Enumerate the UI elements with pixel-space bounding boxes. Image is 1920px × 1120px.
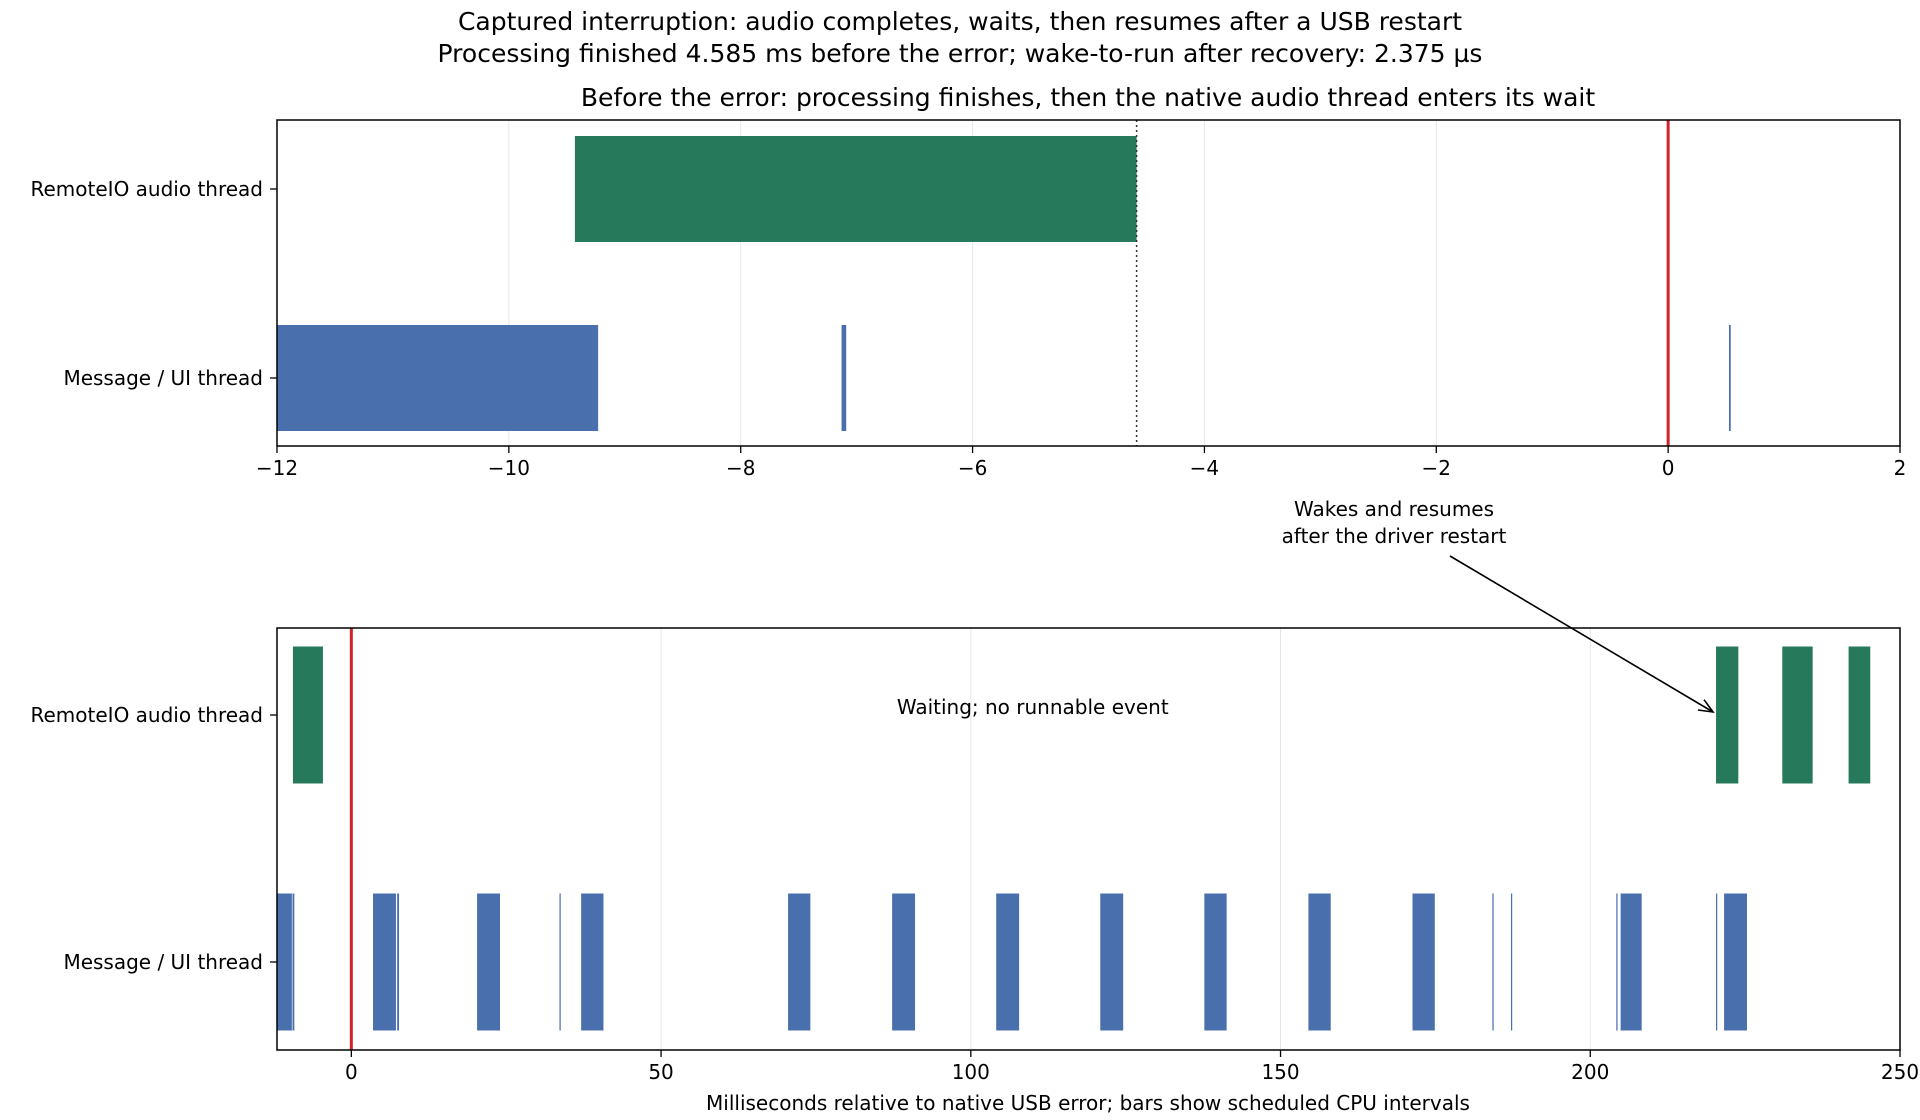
top-axes-frame [276,119,1901,447]
y-row-label: RemoteIO audio thread [31,703,264,727]
bottom-annotations: Waiting; no runnable event Wakes and res… [897,497,1715,719]
x-tick-label: −6 [958,456,987,480]
figure-title: Captured interruption: audio completes, … [438,7,1483,68]
ui-interval-bar [581,893,604,1031]
x-tick-label: −8 [726,456,755,480]
x-tick-label: 100 [952,1060,990,1084]
figure-title-line1: Captured interruption: audio completes, … [458,7,1462,36]
annotation-arrow-shaft [1449,555,1714,713]
bottom-bars [277,646,1871,1031]
ui-interval-bar [292,893,295,1031]
ui-interval-bar [559,893,561,1031]
ui-interval-bar [1412,893,1435,1031]
ui-interval-bar [397,893,400,1031]
ui-interval-bar [841,325,847,431]
ui-interval-bar [788,893,811,1031]
ui-interval-bar [1716,893,1718,1031]
audio-interval-bar [1848,646,1871,784]
x-tick-label: 50 [648,1060,673,1084]
x-tick-label: 0 [1662,456,1675,480]
bottom-x-axis-label: Milliseconds relative to native USB erro… [706,1091,1470,1115]
top-panel: −12 −10 −8 −6 −4 −2 0 2 RemoteIO audio thread Me… [31,83,1907,480]
ui-interval-bar [477,893,501,1031]
ui-interval-bar [1100,893,1124,1031]
x-tick-label: −10 [488,456,530,480]
x-tick-label: 0 [345,1060,358,1084]
audio-interval-bar [1716,646,1739,784]
audio-interval-bar [1782,646,1813,784]
ui-interval-bar [277,893,292,1031]
ui-interval-bar [1724,893,1747,1031]
annotation-arrow-head [1697,699,1715,714]
ui-interval-bar [996,893,1020,1031]
top-panel-title: Before the error: processing finishes, t… [581,83,1596,112]
annotation-waiting: Waiting; no runnable event [897,695,1169,719]
ui-interval-bar [1620,893,1642,1031]
x-tick-label: −12 [256,456,298,480]
top-vlines [1135,120,1670,446]
audio-interval-bar [292,646,323,784]
x-tick-label: 250 [1881,1060,1919,1084]
x-tick-label: 150 [1261,1060,1299,1084]
annotation-wakes-line2: after the driver restart [1282,524,1507,548]
ui-interval-bar [1616,893,1618,1031]
y-row-label: RemoteIO audio thread [31,177,264,201]
ui-interval-bar [277,325,599,431]
bottom-panel: 0 50 100 150 200 250 RemoteIO audio thread Mes… [31,497,1920,1115]
bottom-x-ticks: 0 50 100 150 200 250 [345,1050,1919,1084]
audio-interval-bar [574,136,1137,242]
x-tick-label: 2 [1894,456,1907,480]
ui-interval-bar [1204,893,1227,1031]
ui-interval-bar [1510,893,1513,1031]
ui-interval-bar [1729,325,1731,431]
ui-interval-bar [1492,893,1494,1031]
y-row-label: Message / UI thread [63,950,263,974]
x-tick-label: 200 [1571,1060,1609,1084]
x-tick-label: −2 [1422,456,1451,480]
ui-interval-bar [892,893,916,1031]
top-x-ticks: −12 −10 −8 −6 −4 −2 0 2 [256,446,1906,480]
top-bars [277,136,1731,431]
ui-interval-bar [1308,893,1331,1031]
figure-title-line2: Processing finished 4.585 ms before the … [438,39,1483,68]
x-tick-label: −4 [1190,456,1219,480]
annotation-wakes-line1: Wakes and resumes [1294,497,1494,521]
ui-interval-bar [373,893,396,1031]
bottom-y-labels: RemoteIO audio thread Message / UI thread [31,703,277,974]
bottom-axes-frame [276,627,1901,1051]
annotation-arrow [1449,555,1715,714]
y-row-label: Message / UI thread [63,366,263,390]
top-y-labels: RemoteIO audio thread Message / UI thread [31,177,277,390]
